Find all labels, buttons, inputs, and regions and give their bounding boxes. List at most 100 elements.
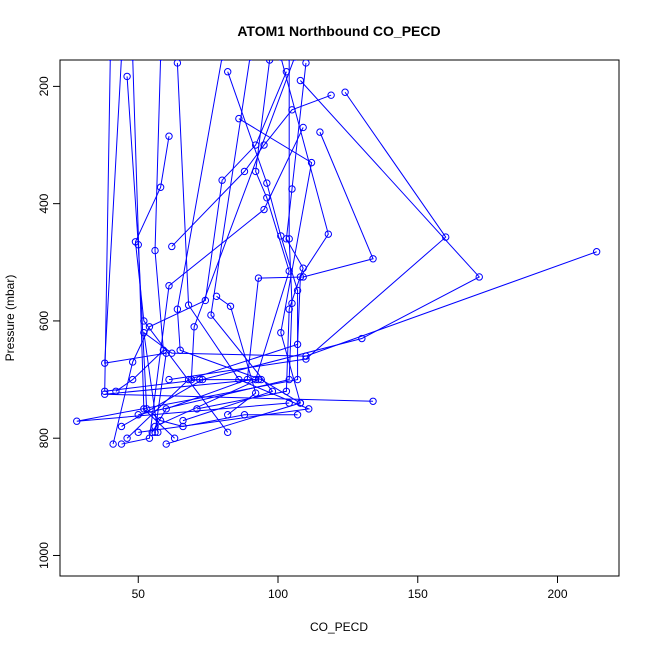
data-point [123, 72, 131, 81]
x-tick-label: 100 [268, 587, 288, 601]
profile-line [121, 80, 481, 427]
profile-line [126, 60, 329, 439]
data-point [212, 292, 221, 301]
data-point [475, 273, 483, 281]
x-axis-label: CO_PECD [310, 620, 368, 634]
profile-series [131, 132, 232, 437]
y-axis: 200 400 600 800 1000 [37, 76, 61, 569]
profile-line [115, 60, 164, 392]
profile-line [134, 136, 229, 433]
data-point [226, 302, 235, 310]
data-point [128, 358, 137, 366]
data-point [285, 305, 293, 313]
data-point [299, 264, 307, 272]
data-point [151, 428, 159, 437]
profile-line [154, 60, 295, 427]
data-point [251, 141, 260, 149]
data-point [293, 375, 302, 384]
profile-line [76, 71, 299, 422]
profile-line [168, 91, 447, 381]
data-point [224, 411, 232, 419]
data-point [130, 60, 135, 61]
data-point [219, 60, 225, 61]
data-point [235, 114, 243, 123]
data-point [296, 273, 305, 281]
data-point [117, 440, 126, 448]
series-layer [73, 60, 601, 448]
data-point [165, 132, 173, 140]
data-point [282, 235, 291, 243]
data-point [134, 411, 142, 419]
data-point [224, 428, 232, 437]
data-point [316, 128, 324, 136]
data-point [369, 255, 377, 263]
data-point [358, 334, 366, 343]
profile-line [112, 71, 287, 445]
data-point [108, 60, 113, 61]
data-point [159, 346, 168, 354]
y-tick-label: 1000 [37, 542, 51, 569]
data-point [296, 399, 305, 407]
data-point [260, 141, 268, 149]
data-point [158, 60, 163, 61]
data-point [369, 397, 377, 405]
profile-series [151, 60, 298, 431]
profile-series [134, 60, 296, 419]
data-point [184, 301, 193, 309]
data-point [117, 422, 126, 431]
profile-series [179, 60, 277, 425]
data-point [251, 389, 260, 397]
data-point [254, 375, 263, 384]
data-point [218, 176, 226, 184]
data-point [278, 60, 284, 61]
data-point [145, 323, 154, 331]
data-point [302, 352, 310, 360]
data-point [285, 375, 293, 384]
data-point [73, 417, 81, 425]
data-point [140, 317, 148, 325]
profile-line [151, 131, 374, 433]
data-point [165, 375, 173, 384]
data-point [165, 282, 173, 290]
data-point [173, 60, 182, 67]
data-point [268, 387, 277, 395]
x-axis: 50 100 150 200 [132, 575, 568, 601]
profile-series [117, 123, 307, 448]
y-axis-label: Pressure (mbar) [3, 275, 17, 362]
chart-title: ATOM1 Northbound CO_PECD [237, 23, 440, 39]
data-point [173, 305, 182, 313]
data-point [263, 179, 271, 187]
data-point [254, 274, 263, 282]
data-point [288, 185, 296, 193]
data-point [128, 375, 137, 384]
data-point [307, 158, 316, 167]
profile-line [216, 295, 257, 416]
data-point [134, 428, 142, 437]
x-tick-label: 50 [132, 587, 146, 601]
data-point [207, 311, 215, 319]
data-point [187, 375, 196, 384]
data-point [265, 60, 274, 64]
data-point [240, 167, 249, 176]
data-point [176, 346, 184, 354]
data-point [151, 246, 159, 255]
data-point [154, 428, 162, 437]
profile-line [166, 118, 313, 445]
data-point [112, 387, 120, 395]
y-tick-label: 400 [37, 193, 51, 213]
data-point [168, 242, 176, 251]
profile-line [104, 60, 200, 392]
data-point [293, 286, 302, 295]
data-point [341, 88, 349, 96]
data-point [260, 205, 268, 214]
data-point [119, 60, 124, 61]
profile-line [121, 127, 304, 445]
y-tick-label: 200 [37, 76, 51, 96]
data-point [109, 440, 117, 448]
profile-series [123, 60, 333, 442]
data-point [302, 60, 310, 67]
x-tick-label: 200 [547, 587, 567, 601]
data-point [299, 123, 307, 132]
